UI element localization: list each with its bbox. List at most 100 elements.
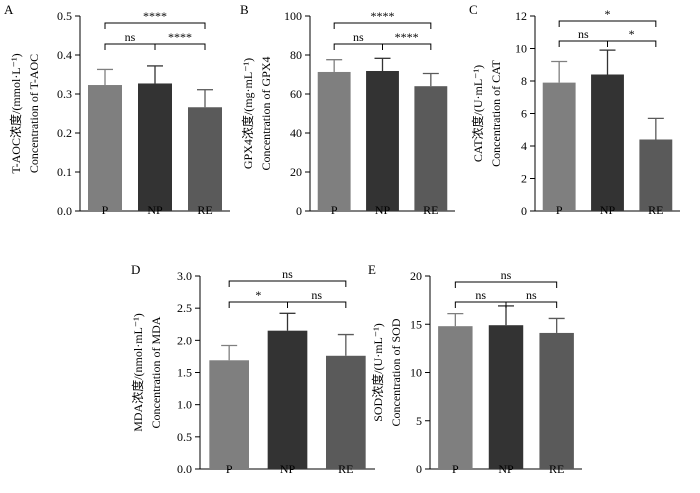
significance-bracket bbox=[228, 301, 288, 308]
y-tick-label: 1.5 bbox=[177, 366, 192, 380]
y-tick-label: 15 bbox=[410, 317, 422, 331]
y-tick-label: 0 bbox=[296, 204, 302, 218]
significance-label: ns bbox=[526, 288, 537, 302]
significance-bracket bbox=[454, 301, 507, 308]
y-tick-label: 20 bbox=[290, 165, 302, 179]
significance-label: * bbox=[605, 7, 611, 21]
bar-re bbox=[188, 107, 222, 211]
y-tick-label: 2.5 bbox=[177, 301, 192, 315]
y-tick-label: 0 bbox=[521, 204, 527, 218]
significance-label: ns bbox=[578, 27, 589, 41]
y-axis-title-cn: T-AOC浓度/(mmol·L⁻¹) bbox=[8, 53, 23, 173]
significance-bracket bbox=[333, 22, 432, 29]
y-tick-label: 0.3 bbox=[57, 87, 72, 101]
y-axis-title-en: Concentration of T-AOC bbox=[27, 54, 41, 173]
significance-bracket bbox=[558, 40, 608, 47]
y-axis-title-cn: GPX4浓度/(mg·mL⁻¹) bbox=[240, 58, 255, 169]
significance-label: * bbox=[255, 288, 261, 302]
x-tick-label-re: RE bbox=[648, 203, 663, 217]
y-tick-label: 20 bbox=[410, 269, 422, 283]
bar-p bbox=[542, 82, 576, 211]
y-tick-label: 0.5 bbox=[57, 9, 72, 23]
y-tick-label: 1.0 bbox=[177, 398, 192, 412]
bar-re bbox=[539, 332, 574, 469]
y-tick-label: 3.0 bbox=[177, 269, 192, 283]
significance-label: **** bbox=[371, 9, 395, 23]
y-tick-label: 0.0 bbox=[57, 204, 72, 218]
x-tick-label-p: P bbox=[102, 203, 109, 217]
y-axis-title-en: Concentration of GPX4 bbox=[259, 57, 273, 171]
significance-bracket bbox=[228, 280, 347, 287]
y-tick-label: 40 bbox=[290, 126, 302, 140]
significance-bracket bbox=[104, 22, 206, 29]
x-tick-label-re: RE bbox=[423, 203, 438, 217]
y-tick-label: 0.2 bbox=[57, 126, 72, 140]
x-tick-label-p: P bbox=[452, 462, 459, 476]
bar-np bbox=[366, 70, 399, 212]
panel-a: A 0.0 0.1 0.2 0.3 0.4 0.5 P NP RE ns ******** T-AOC浓… bbox=[4, 2, 230, 218]
y-axis-title-cn: SOD浓度/(U·mL⁻¹) bbox=[370, 323, 385, 422]
x-tick-label-re: RE bbox=[549, 462, 564, 476]
y-tick-label: 6 bbox=[521, 107, 527, 121]
significance-bracket bbox=[607, 40, 657, 47]
x-tick-label-np: NP bbox=[375, 203, 391, 217]
y-tick-label: 0 bbox=[416, 462, 422, 476]
panel-letter: E bbox=[368, 262, 376, 277]
x-tick-label-np: NP bbox=[600, 203, 616, 217]
y-axis-title-cn: MDA浓度/(nmol·mL⁻¹) bbox=[130, 313, 145, 432]
significance-bracket bbox=[154, 43, 206, 50]
bar-np bbox=[138, 83, 172, 211]
significance-bracket bbox=[558, 20, 657, 27]
significance-label: **** bbox=[143, 9, 167, 23]
bar-re bbox=[414, 86, 448, 211]
significance-label: * bbox=[629, 27, 635, 41]
y-tick-label: 2 bbox=[521, 172, 527, 186]
significance-bracket bbox=[287, 301, 347, 308]
y-tick-label: 10 bbox=[515, 42, 527, 56]
y-tick-label: 80 bbox=[290, 48, 302, 62]
y-axis-title-en: Concentration of CAT bbox=[489, 60, 503, 167]
panel-b: B 0 20 40 60 80 100 P NP RE ns ******** GPX4浓度/(mg·m… bbox=[240, 2, 455, 218]
significance-bracket bbox=[505, 301, 558, 308]
significance-label: ns bbox=[501, 268, 512, 282]
x-tick-label-p: P bbox=[331, 203, 338, 217]
x-tick-label-p: P bbox=[226, 462, 233, 476]
significance-label: **** bbox=[168, 30, 192, 44]
y-axis-title-cn: CAT浓度/(U·mL⁻¹) bbox=[470, 65, 485, 162]
y-tick-label: 2.0 bbox=[177, 333, 192, 347]
panel-letter: B bbox=[240, 2, 249, 17]
x-tick-label-re: RE bbox=[197, 203, 212, 217]
panel-c: C 0 2 4 6 8 10 12 P NP RE ns * * CAT浓度/(U·mL⁻¹) Concent… bbox=[469, 2, 680, 218]
significance-label: **** bbox=[395, 30, 419, 44]
y-tick-label: 60 bbox=[290, 87, 302, 101]
bar-p bbox=[438, 326, 473, 469]
bar-re bbox=[326, 355, 366, 469]
y-tick-label: 0.4 bbox=[57, 48, 72, 62]
bar-np bbox=[591, 74, 624, 211]
y-tick-label: 0.1 bbox=[57, 165, 72, 179]
significance-bracket bbox=[333, 43, 383, 50]
y-tick-label: 4 bbox=[521, 139, 527, 153]
bar-re bbox=[639, 139, 673, 211]
y-tick-label: 0.0 bbox=[177, 462, 192, 476]
bar-p bbox=[88, 85, 122, 211]
x-tick-label-np: NP bbox=[280, 462, 296, 476]
significance-bracket bbox=[104, 43, 156, 50]
y-axis-title-en: Concentration of MDA bbox=[149, 316, 163, 428]
panel-letter: C bbox=[469, 2, 478, 17]
significance-label: ns bbox=[311, 288, 322, 302]
x-tick-label-p: P bbox=[556, 203, 563, 217]
y-tick-label: 5 bbox=[416, 414, 422, 428]
significance-label: ns bbox=[125, 30, 136, 44]
significance-label: ns bbox=[282, 267, 293, 281]
x-tick-label-re: RE bbox=[338, 462, 353, 476]
bar-np bbox=[488, 325, 524, 469]
y-tick-label: 100 bbox=[284, 9, 302, 23]
panel-letter: A bbox=[4, 2, 14, 17]
significance-label: ns bbox=[353, 30, 364, 44]
y-axis-title-en: Concentration of SOD bbox=[389, 318, 403, 426]
significance-bracket bbox=[454, 281, 558, 288]
bar-np bbox=[267, 330, 308, 469]
